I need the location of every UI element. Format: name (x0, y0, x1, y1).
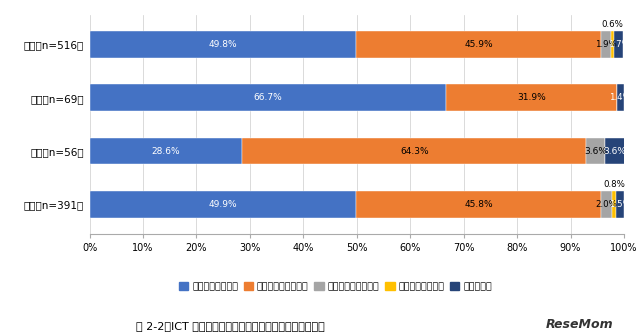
Bar (90, 191, 356, 218)
Text: 2.0%: 2.0% (595, 200, 618, 209)
Text: 49.8%: 49.8% (209, 40, 237, 49)
Legend: とても重要である, ある程度重要である, あまり重要ではない, 全く重要ではない, 分からない: とても重要である, ある程度重要である, あまり重要ではない, 全く重要ではない… (175, 278, 496, 295)
Bar (601, 191, 612, 218)
Text: 66.7%: 66.7% (253, 93, 282, 102)
Text: 49.9%: 49.9% (209, 200, 237, 209)
Text: 28.6%: 28.6% (152, 147, 180, 156)
Bar (90, 138, 243, 164)
Bar (586, 138, 605, 164)
Text: 64.3%: 64.3% (400, 147, 429, 156)
Text: 0.8%: 0.8% (603, 180, 625, 189)
Text: ReseMom: ReseMom (545, 318, 613, 331)
Text: 3.6%: 3.6% (584, 147, 607, 156)
Text: 3.6%: 3.6% (604, 147, 627, 156)
Text: 45.9%: 45.9% (464, 40, 493, 49)
Bar (616, 191, 624, 218)
Text: 0.6%: 0.6% (602, 20, 624, 29)
Bar (612, 191, 616, 218)
Text: 1.5%: 1.5% (609, 200, 631, 209)
Bar (356, 31, 601, 58)
Bar (446, 85, 616, 111)
Bar (243, 138, 586, 164)
Bar (90, 85, 446, 111)
Text: 31.9%: 31.9% (517, 93, 546, 102)
Text: 1.7%: 1.7% (608, 40, 630, 49)
Text: 45.8%: 45.8% (465, 200, 493, 209)
Bar (356, 191, 601, 218)
Bar (616, 85, 624, 111)
Bar (605, 138, 625, 164)
Bar (601, 31, 611, 58)
Bar (614, 31, 623, 58)
Text: 1.9%: 1.9% (595, 40, 617, 49)
Text: 図 2-2　ICT 利活用教育の重要性の認識（大学設置者別）: 図 2-2 ICT 利活用教育の重要性の認識（大学設置者別） (136, 321, 324, 331)
Bar (611, 31, 614, 58)
Text: 1.4%: 1.4% (609, 93, 631, 102)
Bar (90, 31, 356, 58)
